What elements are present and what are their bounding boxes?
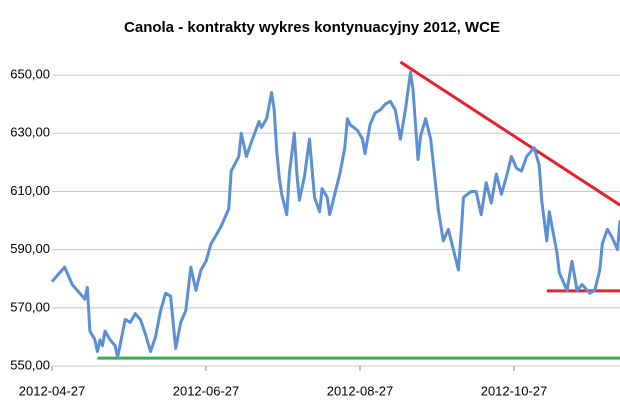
x-tick-label: 2012-04-27 xyxy=(19,383,86,398)
x-tick-label: 2012-08-27 xyxy=(327,383,394,398)
y-tick-label: 650,00 xyxy=(10,67,50,82)
y-tick-label: 570,00 xyxy=(10,299,50,314)
y-tick-label: 590,00 xyxy=(10,241,50,256)
chart-title: Canola - kontrakty wykres kontynuacyjny … xyxy=(124,19,500,36)
trend-line xyxy=(399,60,620,207)
y-tick-label: 550,00 xyxy=(10,357,50,372)
x-tick-label: 2012-06-27 xyxy=(173,383,240,398)
price-line xyxy=(50,70,620,359)
x-tick-label: 2012-10-27 xyxy=(481,383,548,398)
y-tick-label: 630,00 xyxy=(10,125,50,140)
y-tick-label: 610,00 xyxy=(10,183,50,198)
